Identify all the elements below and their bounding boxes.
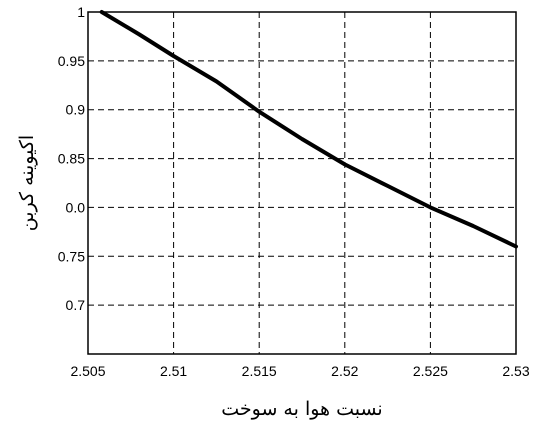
plot-frame <box>87 11 517 355</box>
grid-lines <box>88 12 516 354</box>
x-tick-label: 2.525 <box>413 363 448 379</box>
y-tick-label: 0.9 <box>66 102 86 118</box>
x-tick-label: 2.53 <box>502 363 529 379</box>
x-tick-label: 2.515 <box>242 363 277 379</box>
data-series <box>99 10 518 249</box>
y-axis-title: اکیوینه کربن <box>16 135 38 231</box>
y-tick-label: 0.75 <box>58 248 85 264</box>
y-tick-label: 0.7 <box>66 297 86 313</box>
x-tick-label: 2.51 <box>160 363 187 379</box>
x-axis-title: نسبت هوا به سوخت <box>221 398 382 420</box>
y-tick-label: 0.85 <box>58 151 85 167</box>
y-tick-label: 0.0 <box>66 199 86 215</box>
x-tick-label: 2.52 <box>331 363 358 379</box>
y-tick-label: 0.95 <box>58 53 85 69</box>
series-line <box>99 10 518 249</box>
x-tick-labels: 2.505 2.51 2.515 2.52 2.525 2.53 <box>70 363 529 379</box>
y-tick-label: 1 <box>77 4 85 20</box>
x-tick-label: 2.505 <box>70 363 105 379</box>
y-tick-labels: 1 0.95 0.9 0.85 0.0 0.75 0.7 <box>58 4 85 313</box>
